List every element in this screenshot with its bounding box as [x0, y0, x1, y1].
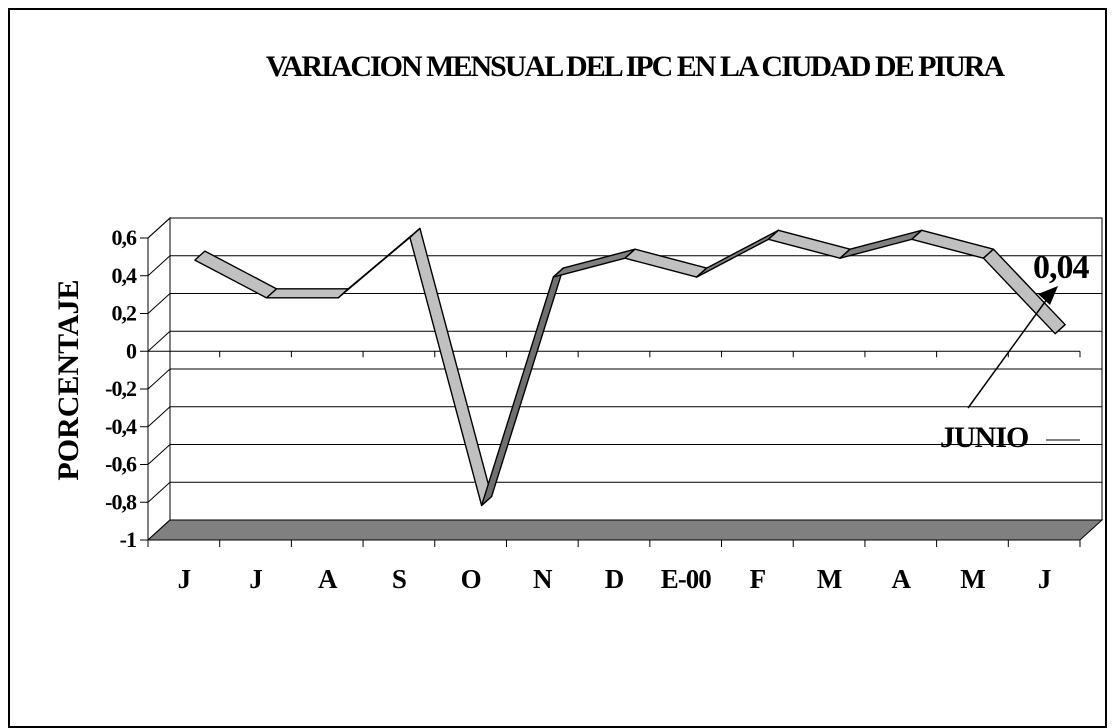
x-axis-ticks: J J A S O N D E-00 F M A M J — [178, 564, 1051, 594]
y-tick-label: 0 — [126, 338, 137, 363]
chart-floor — [148, 520, 1102, 547]
x-tick-label: A — [892, 564, 912, 594]
floor-slab — [148, 520, 1102, 540]
x-tick-label: A — [318, 564, 338, 594]
x-tick-label: J — [178, 564, 191, 594]
ribbon-segment — [267, 289, 349, 298]
x-tick-label: F — [750, 564, 766, 594]
chart-walls — [148, 218, 1102, 540]
y-tick-label: 0,6 — [112, 225, 138, 250]
y-tick-label: -0,2 — [105, 376, 137, 401]
x-tick-label: O — [461, 564, 481, 594]
last-value-annotation: 0,04 — [1033, 249, 1090, 286]
x-tick-label: J — [249, 564, 262, 594]
x-tick-label: M — [817, 564, 842, 594]
x-tick-label: M — [960, 564, 985, 594]
y-tick-label: -1 — [120, 527, 136, 552]
y-tick-label: 0,2 — [112, 301, 138, 326]
y-tick-label: -0,4 — [105, 414, 137, 439]
last-month-annotation: JUNIO — [940, 421, 1028, 454]
y-tick-label: -0,8 — [105, 489, 137, 514]
y-tick-label: 0,4 — [112, 263, 138, 288]
x-tick-label: J — [1038, 564, 1051, 594]
y-axis-label: PORCENTAJE — [52, 279, 85, 480]
x-tick-label: S — [392, 564, 406, 594]
x-tick-label: N — [533, 564, 553, 594]
x-tick-label: D — [605, 564, 624, 594]
x-tick-label: E-00 — [661, 564, 712, 594]
y-tick-label: -0,6 — [105, 452, 137, 477]
y-axis-ticks: 0,6 0,4 0,2 0 -0,2 -0,4 -0,6 -0,8 -1 — [105, 225, 137, 552]
